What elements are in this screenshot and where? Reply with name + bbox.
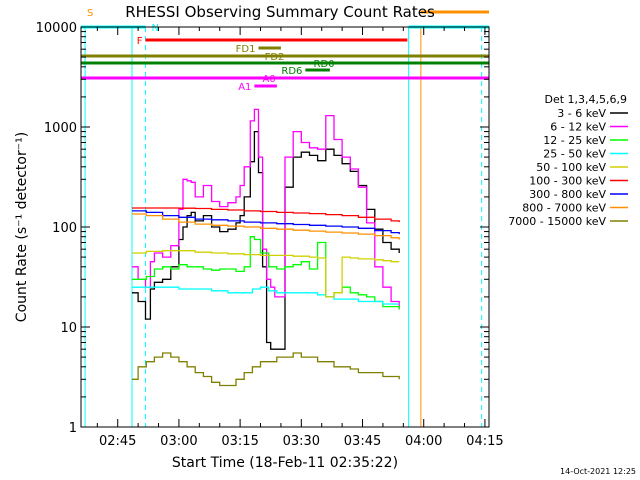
legend-title: Det 1,3,4,5,6,9 bbox=[544, 93, 627, 106]
flag-label-f: F bbox=[137, 36, 143, 47]
y-tick-label-0: 1 bbox=[69, 421, 77, 436]
plot-data bbox=[84, 27, 483, 427]
flag-label-fd1: FD1 bbox=[236, 44, 256, 55]
x-tick-label-1: 03:00 bbox=[160, 434, 197, 449]
y-axis-label: Count Rate (s⁻¹ detector⁻¹) bbox=[14, 132, 30, 322]
y-tick-label-2: 100 bbox=[52, 221, 77, 236]
chart-title: RHESSI Observing Summary Count Rates bbox=[125, 3, 435, 21]
x-axis-label: Start Time (18-Feb-11 02:35:22) bbox=[172, 455, 398, 471]
legend-label-3: 12 - 25 keV bbox=[543, 134, 606, 147]
legend-label-4: 25 - 50 keV bbox=[543, 148, 606, 161]
series-line-6 bbox=[132, 207, 400, 223]
x-tick-label-3: 03:30 bbox=[283, 434, 320, 449]
legend-label-6: 100 - 300 keV bbox=[529, 175, 606, 188]
series-line-7 bbox=[132, 210, 400, 235]
flag-label-n: N bbox=[151, 23, 158, 34]
flag-label-a0: A0 bbox=[263, 74, 276, 85]
x-tick-label-2: 03:15 bbox=[221, 434, 258, 449]
series-line-2 bbox=[132, 108, 400, 310]
flag-label-rd0: RD0 bbox=[314, 59, 335, 70]
legend-label-8: 800 - 7000 keV bbox=[522, 202, 606, 215]
series-line-5 bbox=[132, 250, 400, 298]
y-tick-label-1: 10 bbox=[60, 321, 77, 336]
legend-label-7: 300 - 800 keV bbox=[529, 188, 606, 201]
x-tick-label-6: 04:15 bbox=[466, 434, 503, 449]
legend-label-9: 7000 - 15000 keV bbox=[508, 215, 606, 228]
footer-timestamp: 14-Oct-2021 12:25 bbox=[560, 467, 636, 476]
series-line-1 bbox=[132, 130, 400, 350]
flag-label-fd2: FD2 bbox=[265, 52, 285, 63]
x-tick-label-4: 03:45 bbox=[344, 434, 381, 449]
flag-label-s: S bbox=[87, 8, 93, 19]
y-tick-label-3: 1000 bbox=[44, 121, 77, 136]
series-line-3 bbox=[132, 236, 400, 310]
series-line-4 bbox=[132, 286, 400, 305]
y-tick-label-4: 10000 bbox=[36, 21, 77, 36]
x-tick-label-0: 02:45 bbox=[99, 434, 136, 449]
legend-label-2: 6 - 12 keV bbox=[550, 121, 606, 134]
x-tick-label-5: 04:00 bbox=[405, 434, 442, 449]
flag-label-rd6: RD6 bbox=[281, 66, 302, 77]
legend-label-5: 50 - 100 keV bbox=[536, 161, 606, 174]
flag-label-a1: A1 bbox=[238, 82, 251, 93]
series-line-9 bbox=[132, 352, 400, 387]
legend-label-1: 3 - 6 keV bbox=[557, 107, 606, 120]
series-line-8 bbox=[132, 213, 400, 240]
axes: 1 10 100 1000 10000 02:45 03:00 03:15 03:30 03:45… bbox=[36, 21, 504, 449]
